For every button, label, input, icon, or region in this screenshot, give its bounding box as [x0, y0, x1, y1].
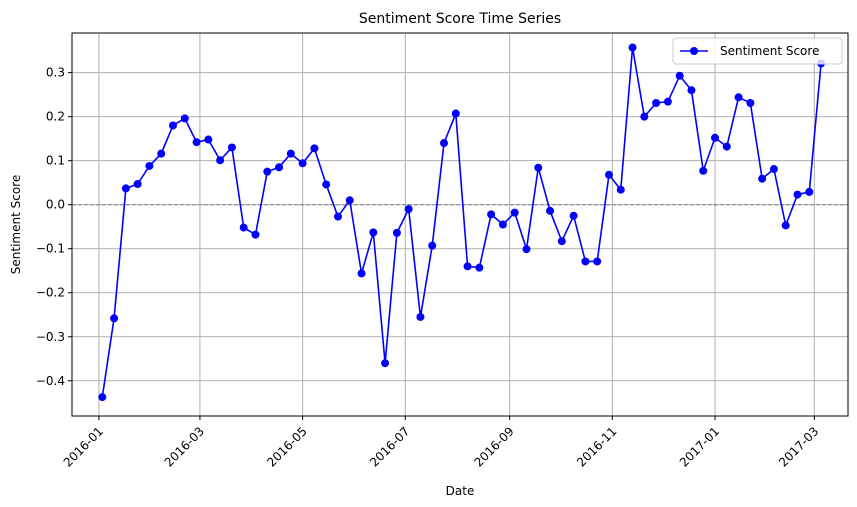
- data-point: [451, 109, 460, 118]
- data-point: [793, 190, 802, 199]
- data-point: [440, 139, 449, 148]
- y-tick-label: 0.1: [46, 154, 65, 168]
- data-point: [428, 241, 437, 250]
- data-point: [345, 196, 354, 205]
- data-point: [133, 179, 142, 188]
- data-point: [475, 263, 484, 272]
- data-point: [781, 221, 790, 230]
- data-point: [546, 206, 555, 215]
- data-point: [180, 114, 189, 123]
- data-point: [758, 174, 767, 183]
- data-point: [392, 228, 401, 237]
- data-point: [121, 184, 130, 193]
- legend: Sentiment Score: [672, 37, 843, 65]
- y-tick-label: 0.2: [46, 110, 65, 124]
- y-tick-label: 0.0: [46, 198, 65, 212]
- y-axis-label: Sentiment Score: [9, 175, 23, 274]
- data-point: [769, 165, 778, 174]
- legend-marker: [690, 47, 698, 55]
- data-point: [381, 359, 390, 368]
- data-point: [463, 262, 472, 271]
- data-point: [522, 245, 531, 254]
- data-point: [145, 161, 154, 170]
- data-point: [711, 133, 720, 142]
- data-point: [663, 97, 672, 106]
- data-point: [722, 142, 731, 151]
- data-point: [98, 393, 107, 402]
- y-tick-label: −0.1: [36, 242, 65, 256]
- data-point: [227, 143, 236, 152]
- data-point: [640, 112, 649, 121]
- data-point: [204, 135, 213, 144]
- data-point: [286, 149, 295, 158]
- data-point: [216, 156, 225, 165]
- y-tick-label: 0.3: [46, 66, 65, 80]
- data-point: [168, 121, 177, 130]
- y-tick-label: −0.2: [36, 286, 65, 300]
- y-axis-ticks: −0.4 −0.3 −0.2 −0.1 0.0 0.1 0.2 0.3: [36, 66, 72, 388]
- data-point: [192, 138, 201, 147]
- data-point: [263, 167, 272, 176]
- data-point: [687, 86, 696, 95]
- data-point: [734, 93, 743, 102]
- data-point: [110, 314, 119, 323]
- legend-label: Sentiment Score: [720, 44, 819, 58]
- data-point: [239, 223, 248, 232]
- data-point: [322, 180, 331, 189]
- x-axis-label: Date: [446, 484, 475, 498]
- legend-box: [672, 37, 843, 65]
- data-point: [357, 269, 366, 278]
- y-tick-label: −0.3: [36, 330, 65, 344]
- chart-title: Sentiment Score Time Series: [359, 11, 561, 27]
- data-point: [557, 237, 566, 246]
- data-point: [675, 71, 684, 80]
- data-point: [416, 312, 425, 321]
- data-point: [534, 163, 543, 172]
- y-tick-label: −0.4: [36, 374, 65, 388]
- data-point: [628, 43, 637, 52]
- data-point: [746, 98, 755, 107]
- data-point: [510, 208, 519, 217]
- data-point: [616, 185, 625, 194]
- data-point: [581, 257, 590, 266]
- data-point: [593, 257, 602, 266]
- data-point: [369, 228, 378, 237]
- data-point: [652, 98, 661, 107]
- data-point: [699, 166, 708, 175]
- data-point: [310, 144, 319, 153]
- data-point: [157, 149, 166, 158]
- data-point: [298, 159, 307, 168]
- data-point: [604, 170, 613, 179]
- data-point: [487, 210, 496, 219]
- plot-frame: [71, 32, 849, 417]
- data-point: [275, 163, 284, 172]
- data-point: [805, 187, 814, 196]
- data-point: [333, 212, 342, 221]
- data-point: [404, 205, 413, 214]
- data-point: [498, 220, 507, 229]
- data-point: [569, 211, 578, 220]
- data-point: [251, 230, 260, 239]
